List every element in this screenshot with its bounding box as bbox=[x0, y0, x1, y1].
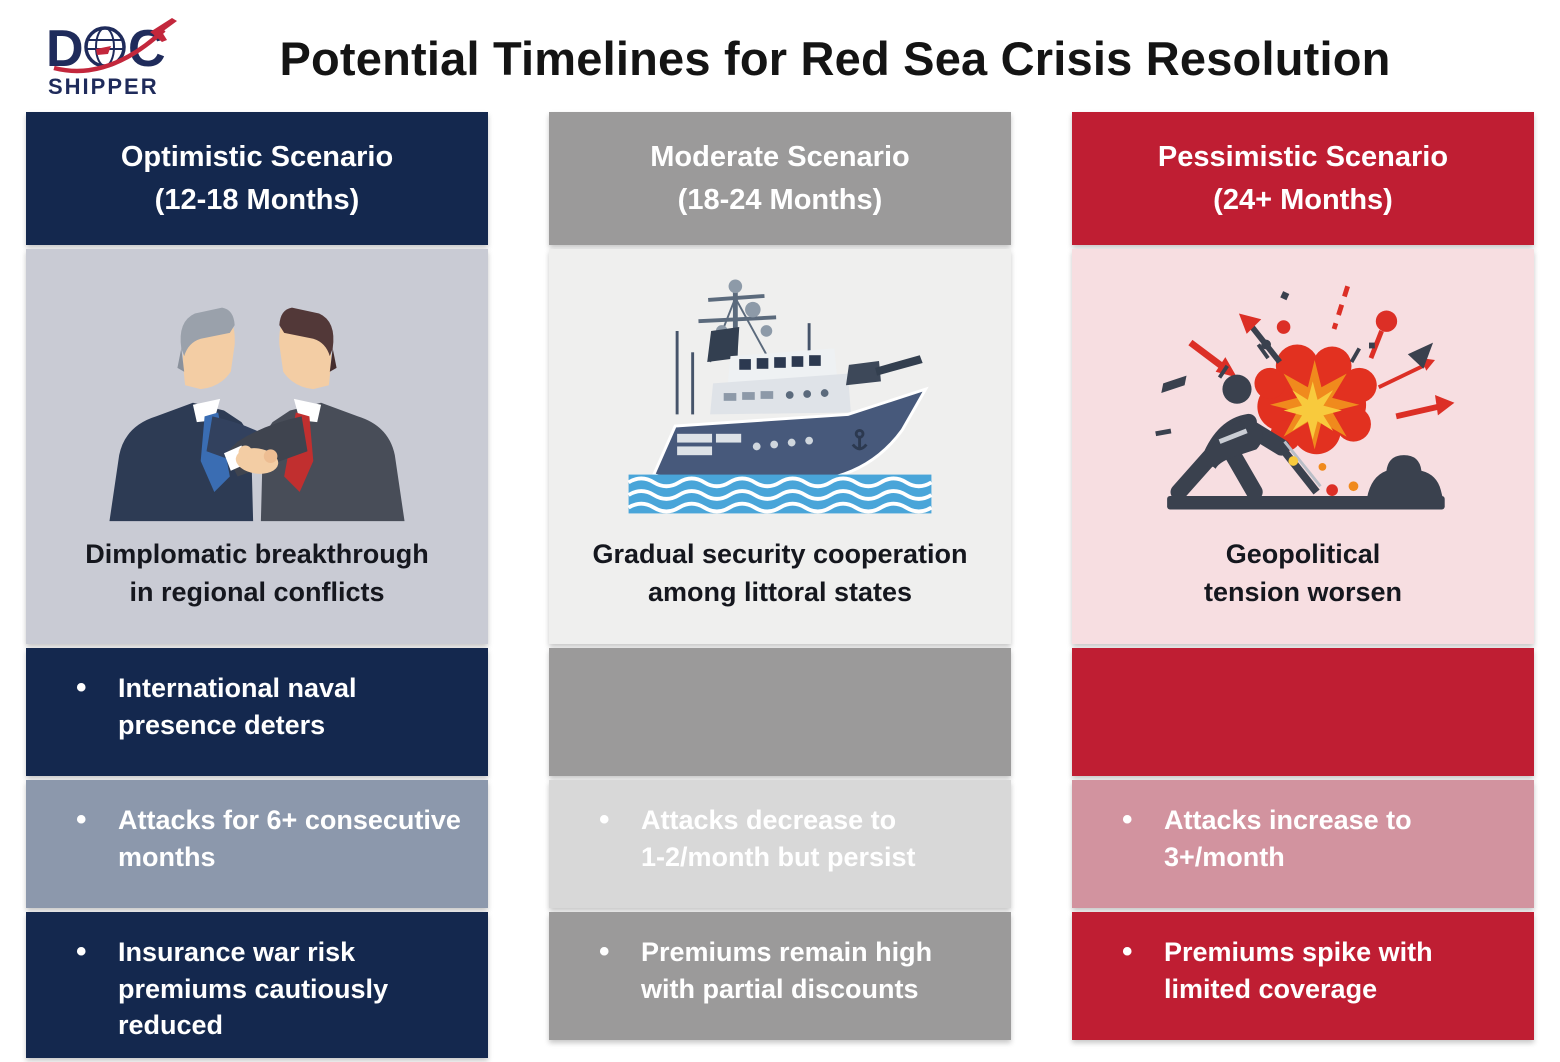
explosion-illustration bbox=[1155, 285, 1455, 510]
bullet-dot bbox=[599, 934, 613, 971]
bullet-item bbox=[1072, 648, 1534, 776]
scenario-header-pessimistic: Pessimistic Scenario (24+ Months) bbox=[1072, 112, 1534, 245]
bullet-item: Attacks decrease to 1-2/month but persis… bbox=[549, 780, 1011, 908]
scenario-title: Moderate Scenario bbox=[650, 141, 910, 174]
bullet-item: International naval presence deters bbox=[26, 648, 488, 776]
handshake-illustration bbox=[109, 307, 405, 522]
scenario-header-moderate: Moderate Scenario (18-24 Months) bbox=[549, 112, 1011, 245]
bullet-item: Premiums remain high with partial discou… bbox=[549, 912, 1011, 1040]
scenario-column-optimistic: Optimistic Scenario (12-18 Months) bbox=[26, 112, 488, 1062]
scenario-figure-optimistic: Dimplomatic breakthrough in regional con… bbox=[26, 249, 488, 644]
top-bar: D C SHIPPER Potential Timelines f bbox=[0, 0, 1560, 112]
airplane-icon bbox=[150, 18, 177, 42]
illustration-wrap bbox=[1072, 249, 1534, 531]
scenario-columns: Optimistic Scenario (12-18 Months) bbox=[0, 112, 1560, 1062]
scenario-header-optimistic: Optimistic Scenario (12-18 Months) bbox=[26, 112, 488, 245]
bullet-item: Premiums spike with limited coverage bbox=[1072, 912, 1534, 1040]
bullet-item: Attacks increase to 3+/month bbox=[1072, 780, 1534, 908]
scenario-description: Dimplomatic breakthrough in regional con… bbox=[85, 539, 429, 608]
bullet-dot bbox=[1122, 802, 1136, 839]
illustration-wrap bbox=[549, 249, 1011, 531]
naval-ship-illustration bbox=[627, 279, 933, 514]
scenario-figure-moderate: Gradual security cooperation among litto… bbox=[549, 249, 1011, 644]
bullet-item: Attacks for 6+ consecutive months bbox=[26, 780, 488, 908]
scenario-timeframe: (12-18 Months) bbox=[154, 183, 360, 216]
bullet-dot bbox=[599, 802, 613, 839]
bullet-item bbox=[549, 648, 1011, 776]
swoosh-icon bbox=[53, 28, 166, 74]
bullet-dot bbox=[76, 670, 90, 707]
page-title: Potential Timelines for Red Sea Crisis R… bbox=[279, 31, 1391, 85]
bullet-dot bbox=[76, 934, 90, 971]
bullet-item: Insurance war risk premiums cautiously r… bbox=[26, 912, 488, 1059]
scenario-title: Optimistic Scenario bbox=[120, 141, 394, 174]
scenario-timeframe: (18-24 Months) bbox=[677, 183, 883, 216]
scenario-figure-pessimistic: Geopolitical tension worsen bbox=[1072, 249, 1534, 644]
bullet-dot bbox=[1122, 934, 1136, 971]
logo-word-shipper: SHIPPER bbox=[48, 74, 159, 99]
scenario-description: Gradual security cooperation among litto… bbox=[592, 539, 968, 608]
scenario-column-moderate: Moderate Scenario (18-24 Months) bbox=[549, 112, 1011, 1044]
scenario-title: Pessimistic Scenario bbox=[1157, 141, 1449, 174]
illustration-wrap bbox=[26, 249, 488, 531]
scenario-description: Geopolitical tension worsen bbox=[1203, 539, 1403, 608]
docshipper-logo: D C SHIPPER bbox=[40, 16, 192, 100]
docshipper-logo-mark: D C bbox=[46, 16, 182, 78]
scenario-timeframe: (24+ Months) bbox=[1213, 183, 1393, 216]
scenario-column-pessimistic: Pessimistic Scenario (24+ Months) bbox=[1072, 112, 1534, 1044]
bullet-dot bbox=[76, 802, 90, 839]
docshipper-logo-icon: D C bbox=[46, 18, 177, 78]
